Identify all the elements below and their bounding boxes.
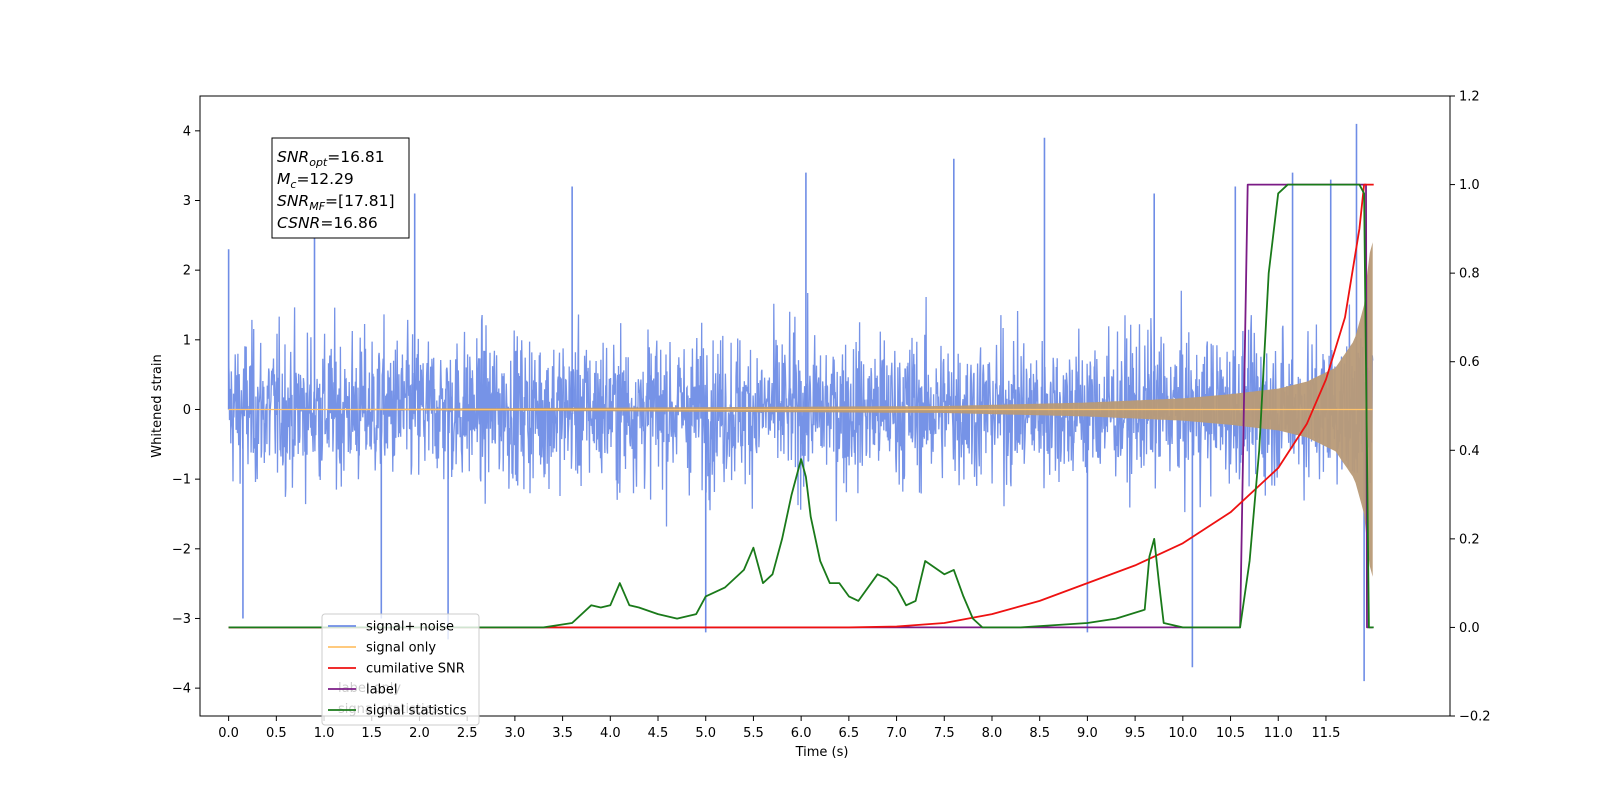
- x-axis-ticks: 0.0 0.5 1.0 1.5 2.0 2.5 3.0 3.5 4.0 4.5 5.0 5.5 6.0 6…: [218, 716, 1340, 741]
- x-tick-label: 9.0: [1077, 726, 1098, 741]
- annotation-frame: [271, 137, 410, 239]
- cumulative-snr-line: [228, 183, 1374, 629]
- plot-frame: [199, 95, 1451, 717]
- right-y-tick-label: 0.8: [1459, 267, 1480, 282]
- x-tick-label: 7.5: [934, 726, 955, 741]
- legend-label: signal only: [366, 641, 436, 656]
- left-y-tick-label: −4: [172, 682, 191, 697]
- annotation-line: SNRMF=[17.81]: [277, 192, 395, 213]
- left-y-tick-label: −2: [172, 542, 191, 557]
- x-tick-label: 1.0: [314, 726, 335, 741]
- x-tick-label: 2.5: [457, 726, 478, 741]
- x-tick-label: 4.5: [648, 726, 669, 741]
- x-tick-label: 5.5: [743, 726, 764, 741]
- left-y-tick-label: −3: [172, 612, 191, 627]
- legend-label: cumilative SNR: [366, 662, 465, 677]
- left-y-tick-label: 1: [183, 333, 191, 348]
- x-tick-label: 8.5: [1029, 726, 1050, 741]
- left-y-axis-ticks: 4 3 2 1 0 −1 −2 −3 −4: [172, 124, 200, 697]
- right-y-tick-label: 0.2: [1459, 532, 1480, 547]
- right-y-tick-label: −0.2: [1459, 710, 1491, 725]
- series-layer: [227, 123, 1374, 682]
- annotation-line: CSNR=16.86: [277, 214, 378, 232]
- signal-statistics-line: [228, 183, 1374, 629]
- legend-box: [321, 613, 480, 726]
- x-tick-label: 11.0: [1264, 726, 1293, 741]
- right-y-tick-label: 0.0: [1459, 621, 1480, 636]
- x-tick-label: 4.0: [600, 726, 621, 741]
- right-y-axis-ticks: 1.2 1.0 0.8 0.6 0.4 0.2 0.0 −0.2: [1450, 90, 1491, 725]
- right-y-tick-label: 1.0: [1459, 178, 1480, 193]
- x-tick-label: 8.0: [982, 726, 1003, 741]
- legend-label: label: [366, 683, 397, 698]
- x-tick-label: 6.0: [791, 726, 812, 741]
- stats-annotation-box: SNRopt=16.81Mc=12.29SNRMF=[17.81]CSNR=16…: [271, 137, 410, 239]
- x-tick-label: 10.5: [1216, 726, 1245, 741]
- x-tick-label: 1.5: [361, 726, 382, 741]
- x-tick-label: 9.5: [1125, 726, 1146, 741]
- x-tick-label: 0.0: [218, 726, 239, 741]
- legend-label: signal+ noise: [366, 620, 454, 635]
- x-tick-label: 11.5: [1311, 726, 1340, 741]
- left-y-tick-label: 0: [183, 403, 191, 418]
- right-y-tick-label: 0.6: [1459, 355, 1480, 370]
- x-tick-label: 6.5: [839, 726, 860, 741]
- x-tick-label: 2.0: [409, 726, 430, 741]
- x-tick-label: 3.0: [505, 726, 526, 741]
- x-tick-label: 5.0: [695, 726, 716, 741]
- left-y-tick-label: 3: [183, 194, 191, 209]
- legend-label: signal statistics: [366, 704, 467, 719]
- x-tick-label: 7.0: [886, 726, 907, 741]
- right-y-tick-label: 0.4: [1459, 444, 1480, 459]
- annotation-line: SNRopt=16.81: [277, 148, 385, 169]
- legend: label onlysignal statisticssignal+ noise…: [321, 613, 480, 726]
- x-tick-label: 3.5: [552, 726, 573, 741]
- x-tick-label: 0.5: [266, 726, 287, 741]
- y-axis-label: Whitened strain: [150, 354, 165, 457]
- x-tick-label: 10.0: [1168, 726, 1197, 741]
- left-y-tick-label: −1: [172, 473, 191, 488]
- right-y-tick-label: 1.2: [1459, 90, 1480, 105]
- x-axis-label: Time (s): [795, 745, 849, 760]
- annotation-line: Mc=12.29: [277, 170, 354, 191]
- left-y-tick-label: 2: [183, 264, 191, 279]
- left-y-tick-label: 4: [183, 124, 191, 139]
